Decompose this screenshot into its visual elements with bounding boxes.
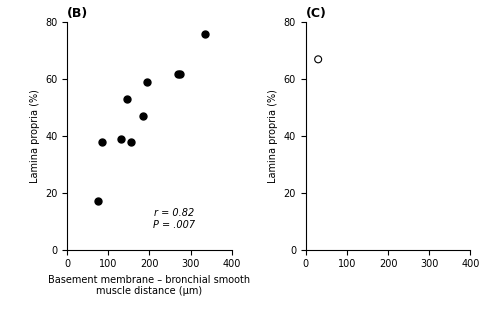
Point [144, 79, 151, 84]
Y-axis label: Lamina propria (%): Lamina propria (%) [268, 89, 278, 183]
Point [140, 114, 147, 119]
Point [94, 199, 102, 204]
X-axis label: Basement membrane – bronchial smooth
muscle distance (μm): Basement membrane – bronchial smooth mus… [48, 275, 251, 296]
Point [177, 71, 184, 76]
Point [98, 139, 106, 144]
Text: (C): (C) [306, 7, 327, 20]
Point [314, 57, 322, 62]
Y-axis label: Lamina propria (%): Lamina propria (%) [30, 89, 39, 183]
Point [117, 136, 124, 141]
Text: r = 0.82
P = .007: r = 0.82 P = .007 [153, 208, 195, 230]
Point [127, 139, 135, 144]
Point [201, 31, 209, 36]
Point [174, 71, 182, 76]
Text: (B): (B) [67, 7, 88, 20]
Point [123, 97, 131, 102]
